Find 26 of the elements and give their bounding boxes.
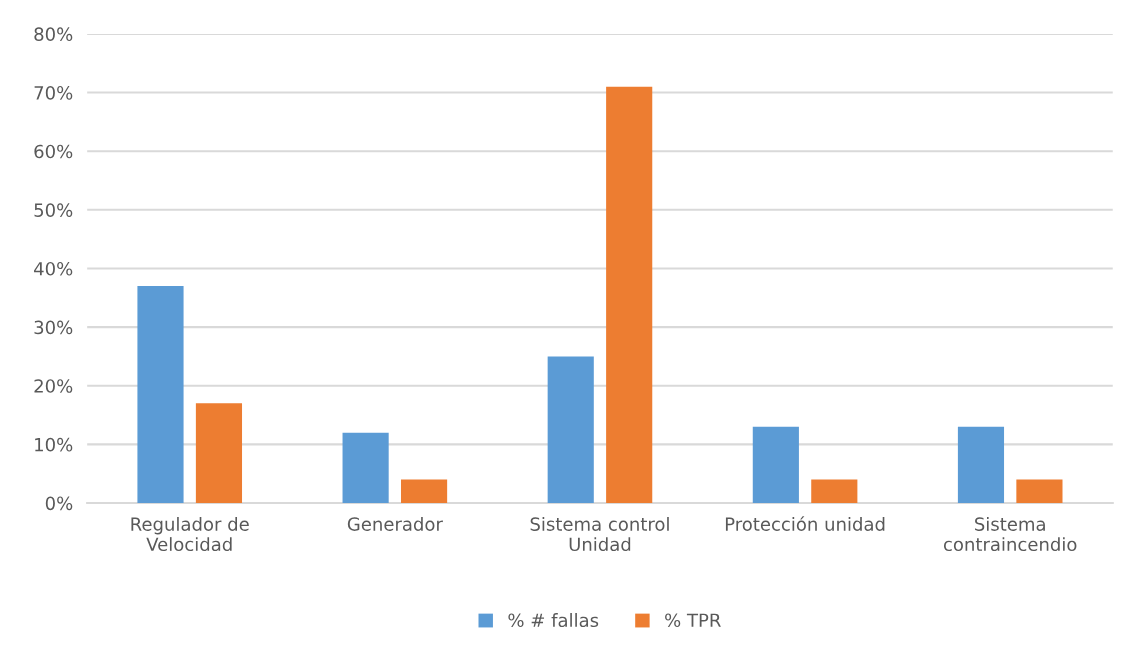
bar bbox=[195, 403, 243, 504]
bar bbox=[752, 426, 799, 504]
y-tick-label: 20% bbox=[34, 379, 73, 393]
x-tick-label: Sistema control Unidad bbox=[530, 516, 669, 552]
bar bbox=[957, 426, 1005, 504]
legend-label: % TPR bbox=[665, 613, 721, 628]
legend-label: % # fallas bbox=[508, 613, 599, 628]
y-tick-label: 50% bbox=[34, 203, 73, 217]
y-tick-label: 60% bbox=[34, 144, 73, 159]
y-tick-label: 70% bbox=[34, 86, 73, 100]
y-tick-label: 80% bbox=[34, 27, 73, 42]
x-tick-label: Regulador de Velocidad bbox=[131, 516, 249, 552]
bar bbox=[401, 479, 448, 504]
y-tick-label: 40% bbox=[34, 261, 73, 276]
bar bbox=[342, 432, 389, 504]
y-tick-label: 30% bbox=[34, 320, 73, 335]
bar bbox=[137, 286, 184, 504]
x-tick-label: Protección unidad bbox=[725, 516, 885, 531]
bar bbox=[811, 479, 858, 504]
bar bbox=[1016, 479, 1063, 504]
x-tick-label: Sistema contraincendio bbox=[943, 516, 1077, 552]
x-tick-label: Generador bbox=[347, 516, 443, 531]
bar bbox=[606, 86, 653, 504]
y-tick-label: 0% bbox=[45, 496, 73, 511]
y-tick-label: 10% bbox=[35, 437, 73, 452]
bar bbox=[547, 356, 594, 504]
